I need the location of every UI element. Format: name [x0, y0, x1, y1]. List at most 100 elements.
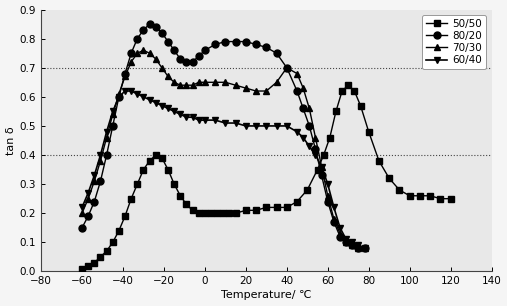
- 60/40: [165, 107, 171, 110]
- 50/50: [208, 211, 214, 215]
- 50/50: [427, 194, 433, 198]
- Line: 50/50: 50/50: [79, 82, 453, 271]
- 50/50: [227, 211, 233, 215]
- 60/40: [97, 153, 103, 157]
- 80/20: [263, 46, 269, 49]
- 70/30: [147, 51, 153, 55]
- 50/50: [165, 168, 171, 171]
- 50/50: [294, 200, 300, 203]
- 70/30: [233, 83, 239, 87]
- 50/50: [196, 211, 202, 215]
- 50/50: [407, 194, 413, 198]
- 80/20: [223, 40, 229, 43]
- 50/50: [243, 208, 249, 212]
- 70/30: [140, 48, 147, 52]
- 50/50: [140, 168, 147, 171]
- 70/30: [103, 136, 110, 140]
- 80/20: [103, 153, 110, 157]
- 50/50: [184, 203, 190, 206]
- 60/40: [153, 101, 159, 104]
- 80/20: [184, 60, 190, 64]
- 50/50: [273, 206, 279, 209]
- Legend: 50/50, 80/20, 70/30, 60/40: 50/50, 80/20, 70/30, 60/40: [422, 15, 486, 69]
- 80/20: [110, 124, 116, 128]
- 80/20: [147, 22, 153, 26]
- 70/30: [312, 136, 318, 140]
- 80/20: [190, 60, 196, 64]
- 80/20: [128, 51, 134, 55]
- 80/20: [85, 214, 91, 218]
- 50/50: [128, 197, 134, 200]
- 60/40: [159, 104, 165, 107]
- 50/50: [417, 194, 423, 198]
- 70/30: [343, 241, 349, 244]
- 60/40: [171, 110, 177, 113]
- 60/40: [140, 95, 147, 99]
- 60/40: [337, 226, 343, 230]
- 60/40: [134, 92, 140, 96]
- 60/40: [122, 89, 128, 93]
- 50/50: [233, 211, 239, 215]
- 60/40: [273, 124, 279, 128]
- 80/20: [343, 241, 349, 244]
- 80/20: [196, 54, 202, 58]
- 50/50: [376, 159, 382, 163]
- 60/40: [306, 144, 312, 148]
- 70/30: [306, 107, 312, 110]
- 80/20: [284, 66, 290, 69]
- 60/40: [233, 121, 239, 125]
- 70/30: [300, 86, 306, 90]
- 60/40: [91, 174, 97, 177]
- 50/50: [147, 159, 153, 163]
- 70/30: [79, 211, 85, 215]
- 80/20: [300, 107, 306, 110]
- 80/20: [97, 179, 103, 183]
- 80/20: [294, 89, 300, 93]
- 70/30: [243, 86, 249, 90]
- 70/30: [91, 179, 97, 183]
- 60/40: [284, 124, 290, 128]
- Line: 60/40: 60/40: [79, 88, 368, 252]
- 80/20: [116, 95, 122, 99]
- 70/30: [196, 80, 202, 84]
- 70/30: [128, 60, 134, 64]
- 70/30: [134, 51, 140, 55]
- Line: 80/20: 80/20: [79, 21, 368, 252]
- 70/30: [153, 57, 159, 61]
- 80/20: [159, 31, 165, 35]
- 60/40: [253, 124, 259, 128]
- 70/30: [331, 217, 337, 221]
- 80/20: [134, 37, 140, 40]
- 60/40: [202, 118, 208, 122]
- 50/50: [345, 83, 351, 87]
- 80/20: [337, 235, 343, 238]
- 60/40: [116, 95, 122, 99]
- 60/40: [103, 130, 110, 134]
- 70/30: [223, 80, 229, 84]
- 60/40: [85, 191, 91, 195]
- 50/50: [171, 182, 177, 186]
- 80/20: [177, 57, 184, 61]
- 50/50: [110, 241, 116, 244]
- 80/20: [273, 51, 279, 55]
- 50/50: [220, 211, 226, 215]
- 60/40: [331, 206, 337, 209]
- 60/40: [361, 246, 368, 250]
- 80/20: [212, 43, 218, 46]
- 50/50: [339, 89, 345, 93]
- 70/30: [253, 89, 259, 93]
- 60/40: [190, 115, 196, 119]
- 60/40: [324, 182, 331, 186]
- 80/20: [153, 25, 159, 29]
- 50/50: [448, 197, 454, 200]
- 60/40: [349, 241, 355, 244]
- 70/30: [116, 92, 122, 96]
- 70/30: [263, 89, 269, 93]
- 70/30: [159, 66, 165, 69]
- 80/20: [171, 48, 177, 52]
- 50/50: [327, 136, 333, 140]
- 70/30: [110, 113, 116, 116]
- Y-axis label: tan δ: tan δ: [6, 126, 16, 155]
- 80/20: [140, 28, 147, 32]
- 70/30: [122, 75, 128, 78]
